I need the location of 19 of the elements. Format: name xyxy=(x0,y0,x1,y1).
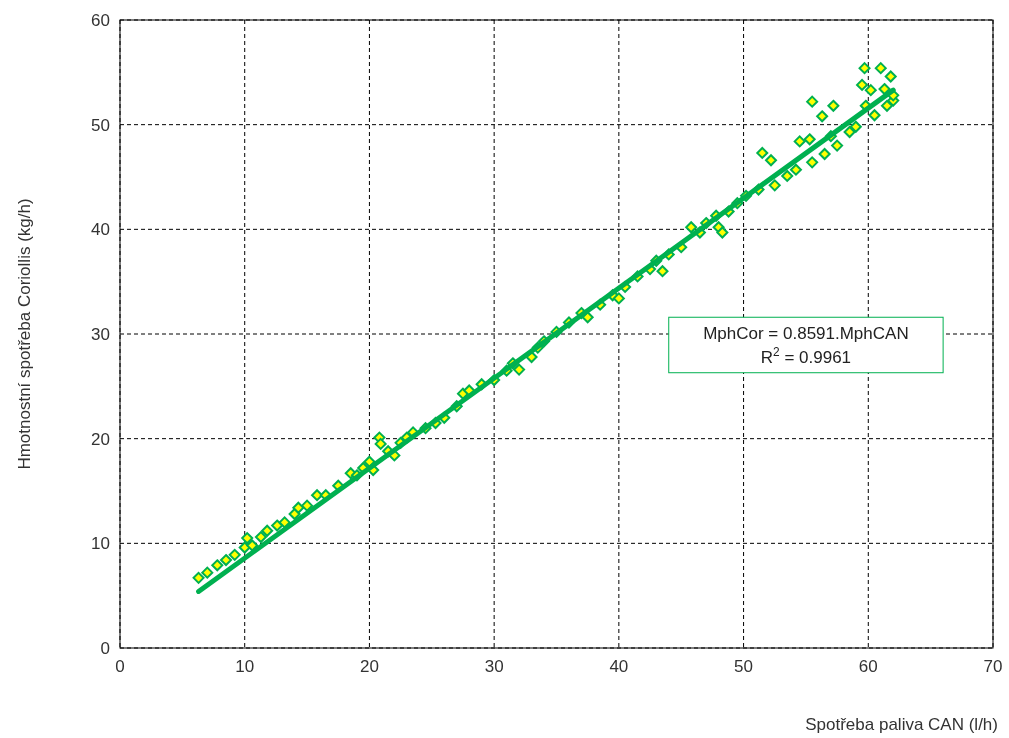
x-tick-label: 30 xyxy=(484,657,504,676)
y-tick-label: 40 xyxy=(91,220,110,240)
y-tick-label: 0 xyxy=(100,639,110,658)
x-tick-label: 50 xyxy=(734,657,754,676)
x-tick-label: 60 xyxy=(858,657,878,676)
y-axis-title: Hmotnostní spotřeba Coriollis (kg/h) xyxy=(15,198,34,470)
x-axis-title: Spotřeba paliva CAN (l/h) xyxy=(805,715,998,734)
annotation: R$^{2}$ = 0.9961 xyxy=(760,345,852,368)
x-tick-label: 0 xyxy=(115,657,125,676)
annotation: MphCor = 0.8591.MphCAN xyxy=(703,324,909,344)
y-tick-label: 10 xyxy=(91,534,110,554)
y-tick-label: 20 xyxy=(91,429,110,449)
x-tick-label: 40 xyxy=(609,657,629,676)
y-tick-label: 60 xyxy=(91,11,110,30)
y-tick-label: 50 xyxy=(91,115,110,135)
y-tick-label: 30 xyxy=(91,325,110,344)
x-tick-label: 20 xyxy=(359,657,379,676)
x-tick-label: 10 xyxy=(235,657,255,676)
x-tick-label: 70 xyxy=(983,657,1003,676)
